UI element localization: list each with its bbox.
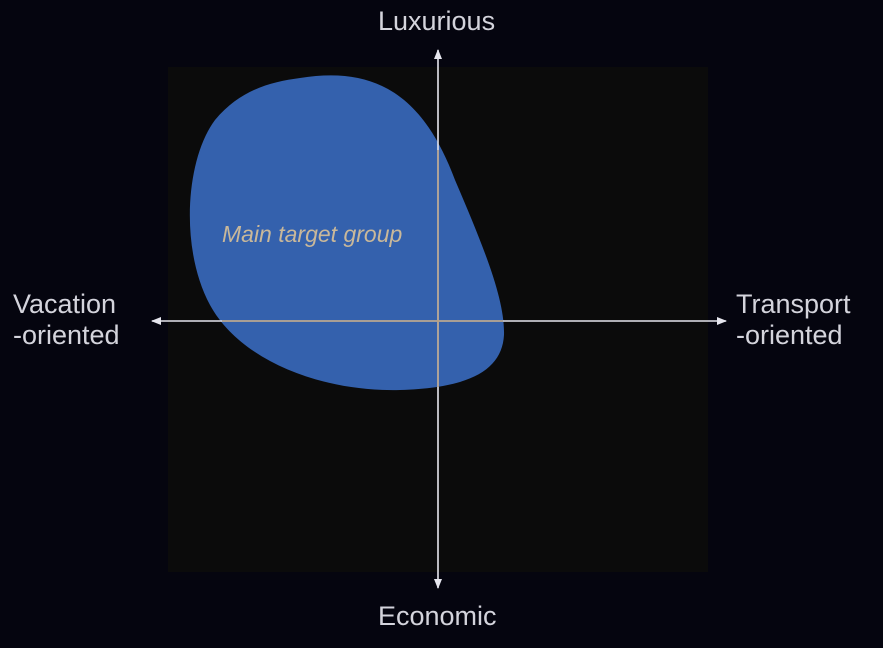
axis-label-economic: Economic xyxy=(378,601,497,631)
axis-label-vacation-line2: -oriented xyxy=(13,320,120,350)
axis-label-vacation-line1: Vacation xyxy=(13,289,117,319)
axis-label-transport-line1: Transport xyxy=(736,289,851,319)
axis-label-transport-oriented: Transport -oriented xyxy=(736,289,851,351)
main-target-group-label: Main target group xyxy=(222,221,403,247)
axis-label-vacation-oriented: Vacation -oriented xyxy=(13,289,120,351)
axis-label-transport-line2: -oriented xyxy=(736,320,843,350)
axis-label-luxurious: Luxurious xyxy=(378,6,496,36)
main-target-group-region xyxy=(189,75,505,391)
